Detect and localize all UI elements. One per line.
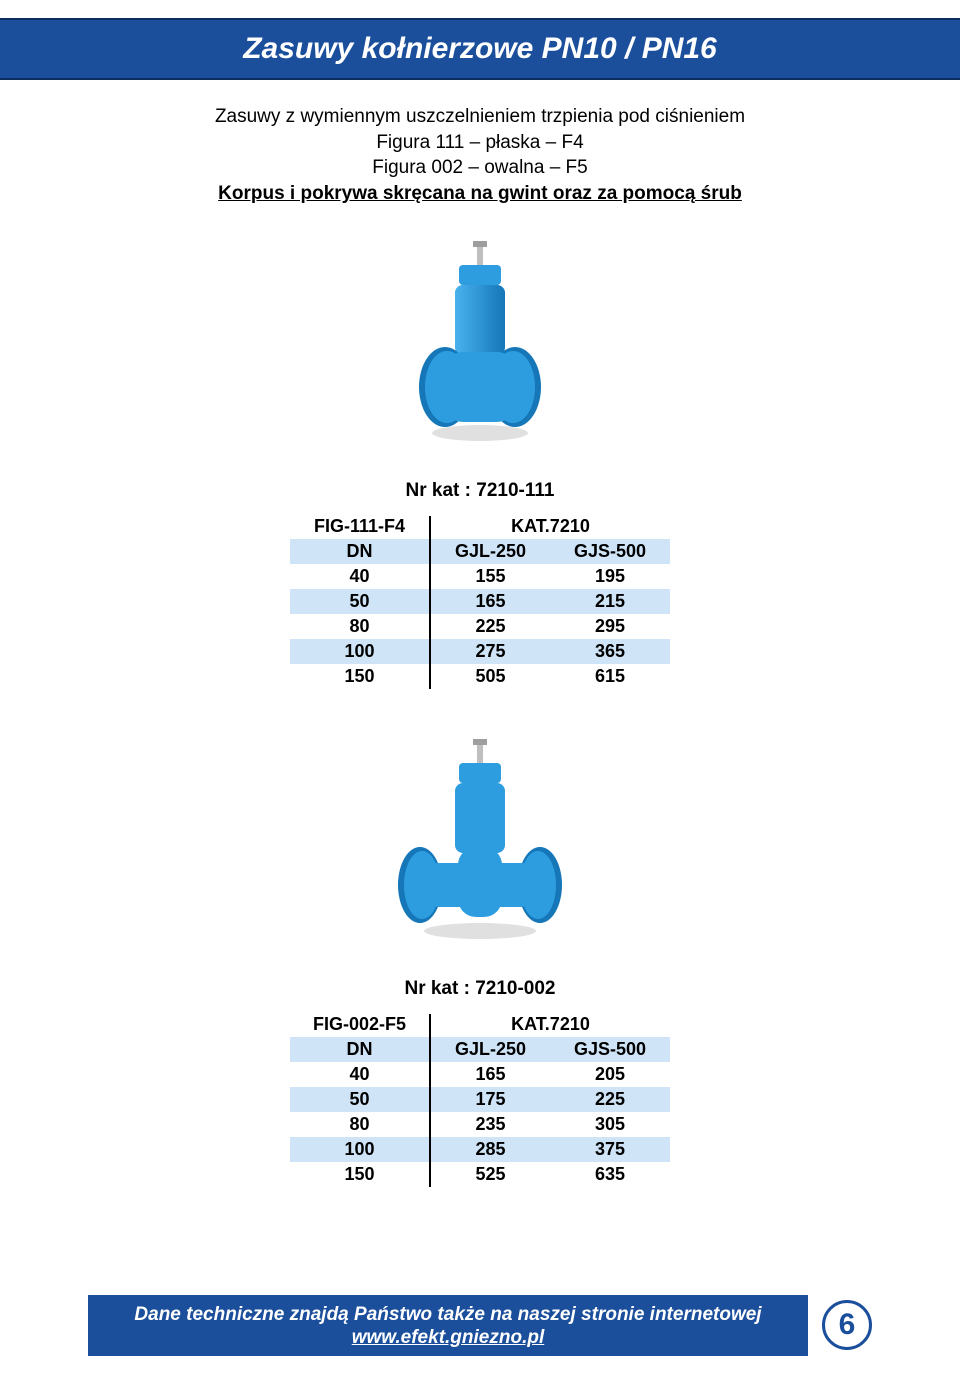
table1-sub-a: GJL-250 xyxy=(430,539,550,564)
spec-table-1: FIG-111-F4 KAT.7210 DN GJL-250 GJS-500 4… xyxy=(290,516,670,689)
cell-dn: 100 xyxy=(290,1137,430,1162)
cell-dn: 80 xyxy=(290,614,430,639)
cell-a: 525 xyxy=(430,1162,550,1187)
table2-head-left: FIG-002-F5 xyxy=(290,1014,430,1037)
cell-a: 505 xyxy=(430,664,550,689)
cell-a: 165 xyxy=(430,589,550,614)
cell-a: 155 xyxy=(430,564,550,589)
table-row: 100285375 xyxy=(290,1137,670,1162)
cell-a: 225 xyxy=(430,614,550,639)
intro-line-1: Zasuwy z wymiennym uszczelnieniem trzpie… xyxy=(0,104,960,130)
intro-line-4: Korpus i pokrywa skręcana na gwint oraz … xyxy=(0,181,960,207)
page-number: 6 xyxy=(822,1300,872,1350)
intro-block: Zasuwy z wymiennym uszczelnieniem trzpie… xyxy=(0,104,960,207)
cell-b: 205 xyxy=(550,1062,670,1087)
cell-a: 165 xyxy=(430,1062,550,1087)
footer-text: Dane techniczne znajdą Państwo także na … xyxy=(88,1295,808,1357)
cell-b: 375 xyxy=(550,1137,670,1162)
catalog-number-1: Nr kat : 7210-111 xyxy=(0,480,960,502)
table1-head-left: FIG-111-F4 xyxy=(290,516,430,539)
table2-head-right: KAT.7210 xyxy=(430,1014,670,1037)
page-header: Zasuwy kołnierzowe PN10 / PN16 xyxy=(0,18,960,80)
cell-b: 295 xyxy=(550,614,670,639)
cell-b: 615 xyxy=(550,664,670,689)
table1-sub-b: GJS-500 xyxy=(550,539,670,564)
cell-b: 195 xyxy=(550,564,670,589)
cell-a: 235 xyxy=(430,1112,550,1137)
table-row: 150525635 xyxy=(290,1162,670,1187)
cell-dn: 40 xyxy=(290,564,430,589)
cell-a: 275 xyxy=(430,639,550,664)
cell-dn: 40 xyxy=(290,1062,430,1087)
cell-b: 305 xyxy=(550,1112,670,1137)
cell-a: 175 xyxy=(430,1087,550,1112)
cell-b: 365 xyxy=(550,639,670,664)
cell-dn: 50 xyxy=(290,589,430,614)
table-row: 100275365 xyxy=(290,639,670,664)
cell-b: 215 xyxy=(550,589,670,614)
intro-line-3: Figura 002 – owalna – F5 xyxy=(0,155,960,181)
intro-line-2: Figura 111 – płaska – F4 xyxy=(0,130,960,156)
cell-dn: 100 xyxy=(290,639,430,664)
footer-url: www.efekt.gniezno.pl xyxy=(352,1327,544,1348)
page-footer: Dane techniczne znajdą Państwo także na … xyxy=(0,1295,960,1357)
table2-sub-dn: DN xyxy=(290,1037,430,1062)
table-row: 80225295 xyxy=(290,614,670,639)
table2-sub-a: GJL-250 xyxy=(430,1037,550,1062)
product-block-2: Nr kat : 7210-002 FIG-002-F5 KAT.7210 DN… xyxy=(0,735,960,1187)
table-row: 40155195 xyxy=(290,564,670,589)
table-row: 50165215 xyxy=(290,589,670,614)
valve-image-long xyxy=(380,735,580,960)
footer-line-1: Dane techniczne znajdą Państwo także na … xyxy=(134,1304,761,1325)
table-row: 150505615 xyxy=(290,664,670,689)
cell-b: 635 xyxy=(550,1162,670,1187)
cell-b: 225 xyxy=(550,1087,670,1112)
cell-dn: 150 xyxy=(290,1162,430,1187)
catalog-number-2: Nr kat : 7210-002 xyxy=(0,978,960,1000)
cell-dn: 150 xyxy=(290,664,430,689)
cell-dn: 80 xyxy=(290,1112,430,1137)
cell-a: 285 xyxy=(430,1137,550,1162)
table1-body: 4015519550165215802252951002753651505056… xyxy=(290,564,670,689)
table-row: 40165205 xyxy=(290,1062,670,1087)
spec-table-2: FIG-002-F5 KAT.7210 DN GJL-250 GJS-500 4… xyxy=(290,1014,670,1187)
table2-body: 4016520550175225802353051002853751505256… xyxy=(290,1062,670,1187)
valve-image-short xyxy=(395,237,565,462)
table2-sub-b: GJS-500 xyxy=(550,1037,670,1062)
table-row: 80235305 xyxy=(290,1112,670,1137)
product-block-1: Nr kat : 7210-111 FIG-111-F4 KAT.7210 DN… xyxy=(0,237,960,689)
cell-dn: 50 xyxy=(290,1087,430,1112)
table-row: 50175225 xyxy=(290,1087,670,1112)
table1-sub-dn: DN xyxy=(290,539,430,564)
table1-head-right: KAT.7210 xyxy=(430,516,670,539)
page-title: Zasuwy kołnierzowe PN10 / PN16 xyxy=(243,32,717,66)
